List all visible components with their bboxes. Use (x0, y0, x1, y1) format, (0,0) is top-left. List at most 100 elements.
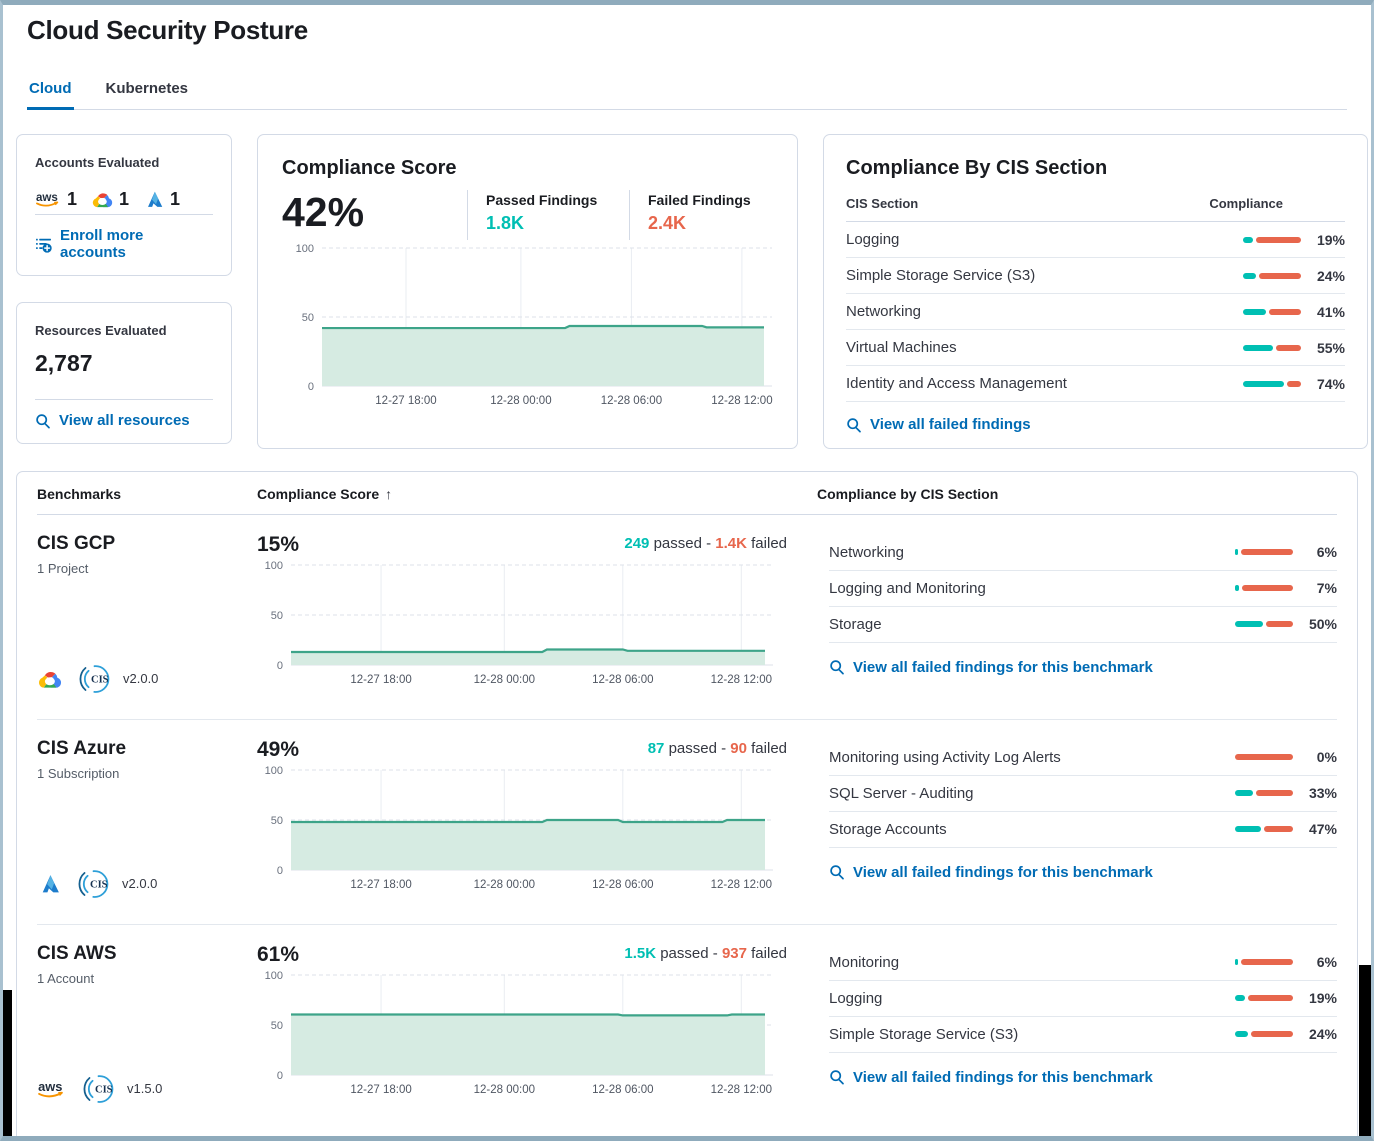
svg-text:12-28 12:00: 12-28 12:00 (711, 1084, 772, 1096)
svg-text:0: 0 (277, 1070, 283, 1082)
gcp-icon (38, 671, 62, 688)
svg-text:12-28 06:00: 12-28 06:00 (601, 395, 662, 407)
resources-evaluated-card: Resources Evaluated 2,787 View all resou… (16, 302, 232, 444)
dashboard: Accounts Evaluated aws 1 (3, 110, 1371, 1136)
benchmarks-table: Benchmarks Compliance Score ↑ Compliance … (16, 470, 1358, 1136)
section-row: Storage Accounts 47% (829, 812, 1337, 848)
failed-findings-stat: Failed Findings 2.4K (629, 190, 773, 240)
svg-text:50: 50 (271, 610, 283, 622)
svg-text:0: 0 (277, 865, 283, 877)
svg-text:aws: aws (38, 1079, 62, 1094)
tab-cloud[interactable]: Cloud (27, 72, 74, 110)
svg-text:100: 100 (265, 560, 283, 572)
accounts-evaluated-card: Accounts Evaluated aws 1 (16, 134, 232, 276)
compliance-score-trend-chart: 12-27 18:00 12-28 00:00 12-28 06:00 12-28 1… (296, 243, 773, 407)
passed-failed-summary: 87 passed - 90 failed (647, 739, 787, 757)
compliance-bar (1235, 959, 1293, 965)
benchmark-row-cis-gcp: CIS GCP 1 Project (37, 515, 1337, 720)
benchmark-scope: 1 Subscription (37, 765, 120, 781)
svg-text:12-28 00:00: 12-28 00:00 (490, 395, 551, 407)
cis-table-header: CIS Section Compliance (846, 196, 1345, 222)
compliance-bar (1243, 308, 1301, 315)
benchmark-row-cis-aws: CIS AWS 1 Account aws CIS (37, 925, 1337, 1129)
benchmark-score: 61% (257, 942, 300, 966)
benchmark-name: CIS Azure (37, 737, 127, 759)
search-icon (830, 1070, 844, 1085)
compliance-score-title: Compliance Score (282, 157, 457, 179)
failed-findings-value[interactable]: 2.4K (648, 213, 687, 233)
svg-text:100: 100 (296, 243, 314, 255)
search-icon (847, 417, 861, 432)
cis-card-title: Compliance By CIS Section (846, 157, 1108, 179)
azure-icon (42, 874, 59, 892)
col-compliance-score[interactable]: Compliance Score ↑ (257, 485, 393, 502)
cis-row-logging: Logging 19% (846, 222, 1345, 258)
benchmark-scope: 1 Project (37, 560, 89, 576)
view-all-failed-findings-link[interactable]: View all failed findings (846, 416, 1031, 433)
cis-logo-icon: CIS (78, 869, 109, 898)
compliance-bar (1243, 236, 1301, 243)
svg-text:50: 50 (271, 815, 283, 827)
search-icon (830, 660, 844, 675)
compliance-bar (1235, 585, 1293, 591)
summary-row: Accounts Evaluated aws 1 (16, 134, 1368, 449)
svg-text:50: 50 (302, 312, 314, 324)
page-header: Cloud Security Posture Cloud Kubernetes (3, 5, 1371, 110)
section-row: Logging 19% (829, 981, 1337, 1017)
cis-azure-trend-chart: 12-27 18:00 12-28 00:00 12-28 06:00 12-28 1… (265, 765, 773, 891)
passed-failed-summary: 249 passed - 1.4K failed (624, 534, 787, 552)
passed-findings-stat: Passed Findings 1.8K (467, 190, 611, 240)
tab-kubernetes[interactable]: Kubernetes (105, 80, 189, 97)
compliance-bar (1235, 790, 1293, 796)
svg-text:12-28 00:00: 12-28 00:00 (474, 879, 535, 891)
benchmark-version: v1.5.0 (127, 1081, 163, 1096)
section-row: Monitoring using Activity Log Alerts 0% (829, 740, 1337, 776)
svg-text:12-27 18:00: 12-27 18:00 (350, 674, 411, 686)
svg-text:100: 100 (265, 970, 283, 982)
view-failed-findings-benchmark-link[interactable]: View all failed findings for this benchm… (829, 1069, 1337, 1086)
aws-account-count: aws 1 (35, 188, 78, 209)
benchmark-name: CIS AWS (37, 942, 117, 964)
compliance-bar (1243, 344, 1301, 351)
benchmark-row-cis-azure: CIS Azure 1 Subscription CIS (37, 720, 1337, 925)
view-all-resources-link[interactable]: View all resources (35, 412, 213, 429)
provider-counts: aws 1 (35, 184, 213, 214)
view-failed-findings-benchmark-link[interactable]: View all failed findings for this benchm… (829, 659, 1337, 676)
sort-ascending-icon: ↑ (385, 485, 393, 502)
cis-row-virtual-machines: Virtual Machines 55% (846, 330, 1345, 366)
azure-icon (148, 191, 163, 207)
section-row: Logging and Monitoring 7% (829, 571, 1337, 607)
svg-text:12-28 06:00: 12-28 06:00 (592, 1084, 653, 1096)
left-summary-column: Accounts Evaluated aws 1 (16, 134, 232, 449)
svg-text:12-28 00:00: 12-28 00:00 (474, 674, 535, 686)
view-failed-findings-benchmark-link[interactable]: View all failed findings for this benchm… (829, 864, 1337, 881)
benchmark-name: CIS GCP (37, 532, 116, 554)
compliance-bar (1235, 1031, 1293, 1037)
compliance-bar (1235, 995, 1293, 1001)
score-summary: 42% Passed Findings 1.8K Failed Findings… (282, 189, 773, 240)
overall-score-value: 42% (282, 189, 365, 235)
compliance-bar (1243, 380, 1301, 387)
cis-gcp-trend-chart: 12-27 18:00 12-28 00:00 12-28 06:00 12-28 1… (265, 560, 773, 686)
resources-count: 2,787 (35, 350, 93, 376)
svg-text:12-28 12:00: 12-28 12:00 (711, 395, 772, 407)
col-benchmarks: Benchmarks (37, 485, 122, 502)
svg-text:12-27 18:00: 12-27 18:00 (375, 395, 436, 407)
divider (35, 214, 213, 215)
benchmark-scope: 1 Account (37, 970, 95, 986)
passed-failed-summary: 1.5K passed - 937 failed (624, 944, 787, 962)
svg-text:12-28 06:00: 12-28 06:00 (592, 674, 653, 686)
cis-logo-icon: CIS (83, 1074, 114, 1103)
section-row: Monitoring 6% (829, 945, 1337, 981)
svg-text:12-27 18:00: 12-27 18:00 (350, 1084, 411, 1096)
svg-text:CIS: CIS (95, 1084, 113, 1095)
svg-text:CIS: CIS (90, 879, 108, 890)
compliance-bar (1235, 549, 1293, 555)
search-icon (830, 865, 844, 880)
benchmark-score: 15% (257, 532, 300, 556)
svg-text:0: 0 (277, 660, 283, 672)
enroll-more-accounts-link[interactable]: Enroll more accounts (35, 227, 213, 261)
passed-findings-value[interactable]: 1.8K (486, 213, 525, 233)
benchmark-version: v2.0.0 (123, 671, 159, 686)
cis-aws-trend-chart: 12-27 18:00 12-28 00:00 12-28 06:00 12-28 1… (265, 970, 773, 1096)
